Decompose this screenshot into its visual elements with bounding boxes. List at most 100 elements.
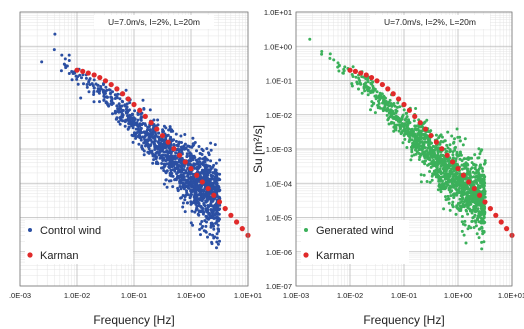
- data-point: [442, 184, 446, 188]
- data-point: [195, 149, 198, 153]
- data-point: [176, 144, 180, 148]
- data-point: [208, 169, 212, 173]
- data-point: [453, 173, 457, 177]
- data-point: [351, 75, 355, 78]
- data-point: [193, 210, 197, 214]
- data-point: [213, 205, 217, 209]
- data-point: [212, 227, 216, 231]
- data-point: [473, 191, 477, 195]
- data-point: [455, 127, 459, 131]
- data-point: [466, 227, 470, 231]
- data-point: [414, 107, 418, 110]
- data-point: [78, 73, 82, 77]
- data-point: [366, 93, 370, 97]
- data-point: [197, 204, 201, 207]
- karman-point: [379, 81, 385, 88]
- data-point: [464, 241, 468, 245]
- x-tick-label: 1.0E-01: [121, 291, 147, 300]
- data-point: [389, 113, 393, 117]
- data-point: [482, 192, 486, 196]
- data-point: [92, 78, 96, 82]
- data-point: [142, 153, 146, 157]
- legend-box: [25, 220, 133, 264]
- data-point: [139, 138, 143, 142]
- data-point: [218, 158, 222, 162]
- x-tick-label: 1.0E+01: [498, 291, 524, 300]
- data-point: [467, 195, 471, 199]
- data-point: [158, 156, 162, 160]
- data-point: [205, 210, 209, 213]
- legend-label: Generated wind: [316, 225, 394, 237]
- data-point: [425, 149, 429, 153]
- data-point: [147, 147, 151, 151]
- karman-point: [125, 96, 131, 102]
- data-point: [179, 134, 183, 138]
- data-point: [424, 153, 428, 156]
- data-point: [403, 137, 407, 141]
- x-tick-label: 1.0E-02: [64, 291, 90, 300]
- data-point: [195, 186, 199, 190]
- data-point: [151, 152, 155, 156]
- karman-point: [374, 78, 380, 84]
- data-point: [171, 185, 175, 189]
- data-point: [67, 72, 71, 75]
- data-point: [181, 201, 185, 205]
- data-point: [183, 133, 187, 136]
- data-point: [367, 86, 371, 90]
- data-point: [384, 101, 387, 105]
- data-point: [350, 82, 354, 86]
- data-point: [420, 140, 424, 144]
- data-point: [125, 105, 129, 109]
- data-point: [181, 176, 185, 180]
- data-point: [341, 71, 345, 75]
- legend-marker: [27, 252, 33, 258]
- data-point: [477, 236, 481, 240]
- data-point: [199, 197, 203, 201]
- data-point: [128, 101, 132, 105]
- data-point: [130, 116, 134, 120]
- data-point: [131, 140, 135, 144]
- data-point: [445, 181, 448, 185]
- data-point: [474, 178, 478, 182]
- data-point: [405, 115, 409, 119]
- data-point: [174, 132, 178, 136]
- data-point: [343, 65, 347, 69]
- data-point: [124, 107, 128, 111]
- data-point: [130, 124, 134, 128]
- data-point: [126, 114, 129, 118]
- data-point: [477, 156, 481, 160]
- data-point: [402, 108, 406, 112]
- data-point: [371, 80, 375, 84]
- data-point: [114, 93, 117, 97]
- data-point: [162, 150, 166, 154]
- data-point: [480, 225, 484, 229]
- data-point: [394, 111, 398, 115]
- karman-point: [471, 185, 477, 192]
- data-point: [154, 151, 158, 155]
- series-karman-points: [347, 67, 515, 238]
- data-point: [452, 185, 456, 189]
- data-point: [448, 190, 452, 194]
- data-point: [470, 156, 474, 160]
- data-point: [430, 156, 434, 159]
- y-tick-label: 1.0E-07: [266, 282, 292, 291]
- data-point: [169, 174, 173, 177]
- data-point: [151, 161, 155, 165]
- data-point: [414, 124, 418, 128]
- data-point: [148, 108, 152, 112]
- data-point: [144, 123, 148, 127]
- data-point: [63, 63, 67, 67]
- data-point: [162, 162, 166, 166]
- data-point: [418, 155, 422, 159]
- data-point: [185, 189, 188, 193]
- data-point: [450, 134, 454, 138]
- data-point: [215, 246, 218, 250]
- data-point: [94, 82, 98, 86]
- data-point: [437, 136, 441, 140]
- data-point: [400, 131, 404, 135]
- data-point: [176, 170, 180, 174]
- data-point: [460, 178, 464, 182]
- data-point: [206, 204, 210, 207]
- data-point: [481, 219, 485, 222]
- data-point: [208, 232, 212, 236]
